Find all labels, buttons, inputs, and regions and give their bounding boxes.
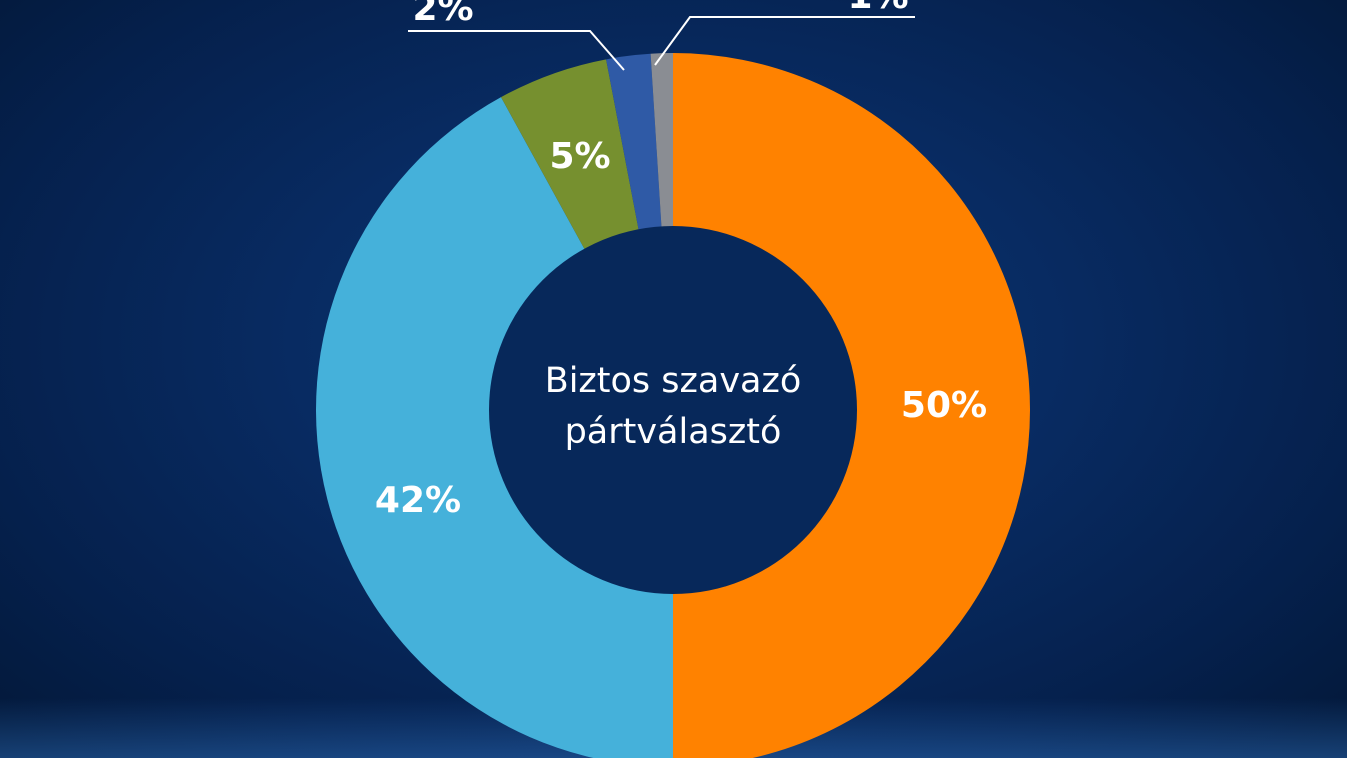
data-label-blue: 2% (412, 0, 473, 29)
leader-line-blue (408, 30, 625, 71)
donut-center (489, 226, 857, 594)
data-label-orange: 50% (901, 385, 987, 426)
data-label-lightblue: 42% (375, 480, 461, 521)
center-title-line-2: pártválasztó (565, 412, 782, 452)
leader-line-gray (654, 16, 915, 66)
data-label-gray: 1% (847, 0, 908, 17)
center-title-line-1: Biztos szavazó (545, 361, 802, 401)
data-label-green: 5% (549, 136, 610, 177)
